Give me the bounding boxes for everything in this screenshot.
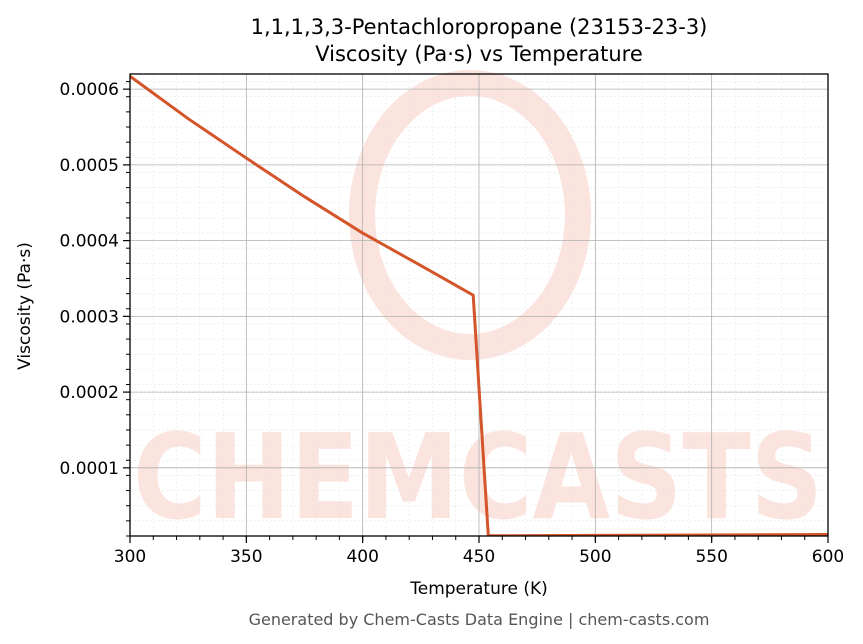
- y-tick-label: 0.0005: [60, 156, 119, 176]
- x-axis-ticks: 300 350 400 450 500 550 600: [114, 536, 844, 567]
- x-tick-label: 400: [346, 547, 378, 567]
- x-tick-label: 550: [695, 547, 727, 567]
- series-line: [130, 75, 828, 536]
- y-tick-label: 0.0004: [60, 232, 119, 252]
- watermark-text: CHEMCASTS: [133, 408, 823, 546]
- x-tick-label: 350: [230, 547, 262, 567]
- x-tick-label: 450: [463, 547, 495, 567]
- x-tick-label: 300: [114, 547, 146, 567]
- x-tick-label: 600: [812, 547, 844, 567]
- x-axis-label: Temperature (K): [409, 579, 548, 599]
- y-tick-label: 0.0001: [60, 459, 119, 479]
- x-tick-label: 500: [579, 547, 611, 567]
- y-tick-label: 0.0006: [60, 80, 119, 100]
- chart-subtitle: Viscosity (Pa·s) vs Temperature: [315, 42, 643, 66]
- series-layer: [130, 75, 828, 536]
- footer-credit: Generated by Chem-Casts Data Engine | ch…: [249, 610, 710, 629]
- y-axis-label: Viscosity (Pa·s): [15, 242, 35, 370]
- watermark-logo: [349, 70, 591, 360]
- y-axis-ticks: 0.0001 0.0002 0.0003 0.0004 0.0005 0.0006: [60, 80, 130, 537]
- y-tick-label: 0.0002: [60, 383, 119, 403]
- y-tick-label: 0.0003: [60, 307, 119, 327]
- chart-title: 1,1,1,3,3-Pentachloropropane (23153-23-3…: [251, 15, 708, 39]
